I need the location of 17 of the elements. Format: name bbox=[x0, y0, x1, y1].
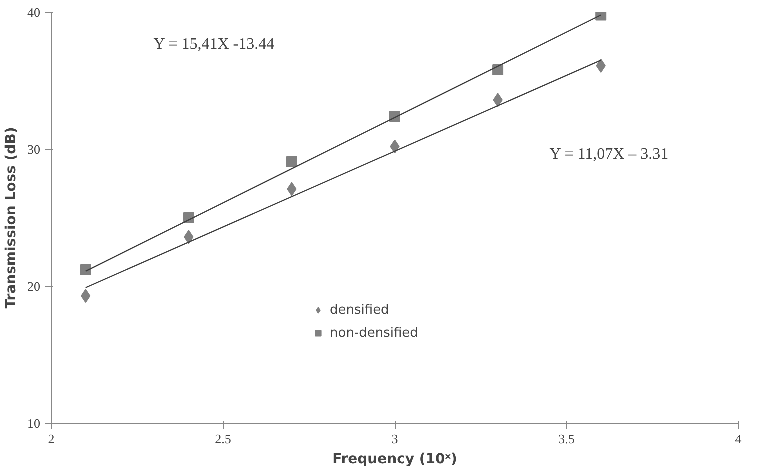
y-tick-label: 20 bbox=[28, 279, 40, 294]
x-tick-label: 2 bbox=[48, 432, 55, 446]
annotation: Y = 11,07X – 3.31 bbox=[550, 146, 669, 163]
x-tick-label: 3 bbox=[392, 432, 398, 446]
y-tick-label: 30 bbox=[28, 142, 40, 157]
annotation: Y = 15,41X -13.44 bbox=[154, 36, 275, 53]
point bbox=[80, 264, 92, 276]
y-axis-title: Transmission Loss (dB) bbox=[4, 127, 20, 309]
legend-label: non-densified bbox=[330, 326, 418, 340]
y-tick-label: 10 bbox=[28, 416, 40, 431]
x-tick-label: 4 bbox=[735, 432, 742, 446]
x-tick-label: 2.5 bbox=[215, 432, 232, 446]
x-axis-title: Frequency (10ˣ) bbox=[332, 452, 458, 468]
y-tick-label: 40 bbox=[28, 5, 40, 20]
legend-label: densified bbox=[330, 302, 390, 318]
point bbox=[286, 156, 298, 168]
x-tick-label: 3.5 bbox=[558, 432, 575, 446]
